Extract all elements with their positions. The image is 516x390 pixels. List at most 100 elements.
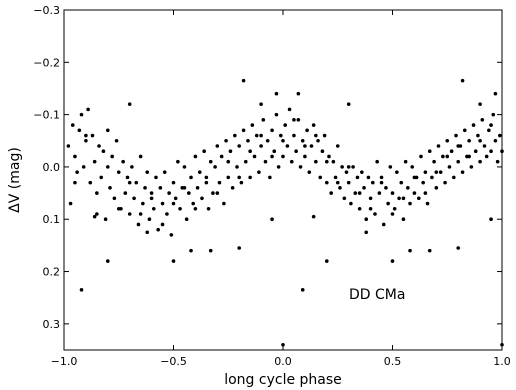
data-point	[325, 159, 329, 164]
data-point	[379, 175, 384, 180]
data-point	[427, 248, 432, 253]
data-point	[215, 191, 220, 195]
data-point	[222, 201, 226, 206]
data-point	[138, 154, 143, 159]
data-point	[311, 123, 316, 127]
data-point	[493, 91, 498, 96]
data-point	[489, 149, 493, 154]
y-tick-label: −0.1	[33, 109, 60, 122]
data-point	[202, 149, 206, 154]
data-point	[125, 175, 130, 180]
data-point	[123, 191, 128, 195]
x-tick-label: −0.5	[160, 355, 187, 368]
data-point	[287, 107, 292, 112]
data-point	[307, 170, 312, 174]
data-point	[357, 206, 362, 211]
data-point	[270, 154, 274, 159]
data-point	[480, 118, 485, 122]
data-point	[167, 191, 171, 195]
data-point	[215, 144, 220, 148]
data-point	[377, 191, 382, 195]
data-point	[243, 159, 248, 164]
data-point	[397, 196, 401, 201]
data-point	[149, 196, 154, 201]
data-point	[134, 180, 139, 185]
data-point	[81, 165, 86, 169]
data-point	[346, 180, 351, 185]
data-point	[121, 159, 125, 164]
data-point	[189, 248, 193, 253]
data-point	[438, 170, 443, 174]
data-point	[303, 144, 307, 148]
data-point	[103, 217, 108, 222]
data-point	[112, 196, 117, 201]
data-point	[73, 180, 77, 185]
data-point	[88, 180, 93, 185]
data-point	[265, 138, 270, 143]
data-point	[473, 149, 478, 154]
data-point	[106, 165, 110, 169]
data-point	[349, 201, 353, 206]
data-point	[456, 246, 461, 250]
data-point	[106, 259, 110, 263]
data-point	[320, 149, 325, 154]
data-point	[184, 217, 189, 222]
data-point	[449, 149, 454, 154]
data-point	[456, 159, 461, 164]
data-point	[452, 175, 456, 180]
data-point	[211, 191, 215, 195]
data-point	[208, 159, 213, 164]
data-point	[116, 170, 121, 174]
data-point	[270, 217, 274, 222]
data-point	[399, 180, 404, 185]
axis-ticks: −1.0 −0.5 0.0 0.5 1.0 −0.3 −0.2 −0.1 0.0 0.1 0.2 0.…	[33, 4, 510, 368]
data-point	[235, 165, 239, 169]
data-point	[395, 170, 399, 174]
data-point	[233, 133, 237, 138]
data-point	[331, 159, 336, 164]
data-point	[329, 191, 333, 195]
data-point	[467, 154, 471, 159]
data-point	[160, 222, 165, 227]
data-point	[248, 175, 252, 180]
data-point	[130, 165, 134, 169]
x-tick-label: −1.0	[51, 355, 78, 368]
data-point	[86, 107, 90, 112]
data-point	[237, 175, 241, 180]
data-point	[116, 206, 121, 211]
data-point	[187, 191, 191, 195]
data-point	[254, 133, 259, 138]
data-point	[381, 222, 386, 227]
data-point	[368, 206, 373, 211]
data-point	[447, 165, 452, 169]
data-point	[416, 196, 421, 201]
x-tick-label: 0.0	[274, 355, 292, 368]
data-point	[84, 138, 88, 143]
data-point	[195, 186, 200, 190]
data-point	[379, 180, 384, 185]
data-point	[197, 170, 202, 174]
data-point	[401, 217, 406, 222]
data-point	[217, 180, 222, 185]
data-point	[171, 201, 176, 206]
data-point	[75, 170, 79, 174]
data-point	[434, 186, 439, 190]
data-point	[281, 154, 285, 159]
data-point	[239, 180, 244, 185]
data-point	[156, 227, 160, 232]
data-point	[462, 128, 467, 133]
data-point	[189, 175, 193, 180]
data-point	[368, 196, 373, 201]
data-point	[454, 133, 458, 138]
data-point	[132, 196, 136, 201]
data-point	[127, 102, 132, 106]
data-point	[208, 248, 213, 253]
data-point	[364, 230, 369, 235]
data-point	[325, 180, 329, 185]
y-tick-label: −0.3	[33, 4, 60, 17]
data-point	[300, 288, 305, 292]
data-point	[204, 180, 209, 185]
y-tick-label: 0.3	[43, 318, 61, 331]
data-point	[274, 112, 279, 117]
data-point	[386, 201, 390, 206]
